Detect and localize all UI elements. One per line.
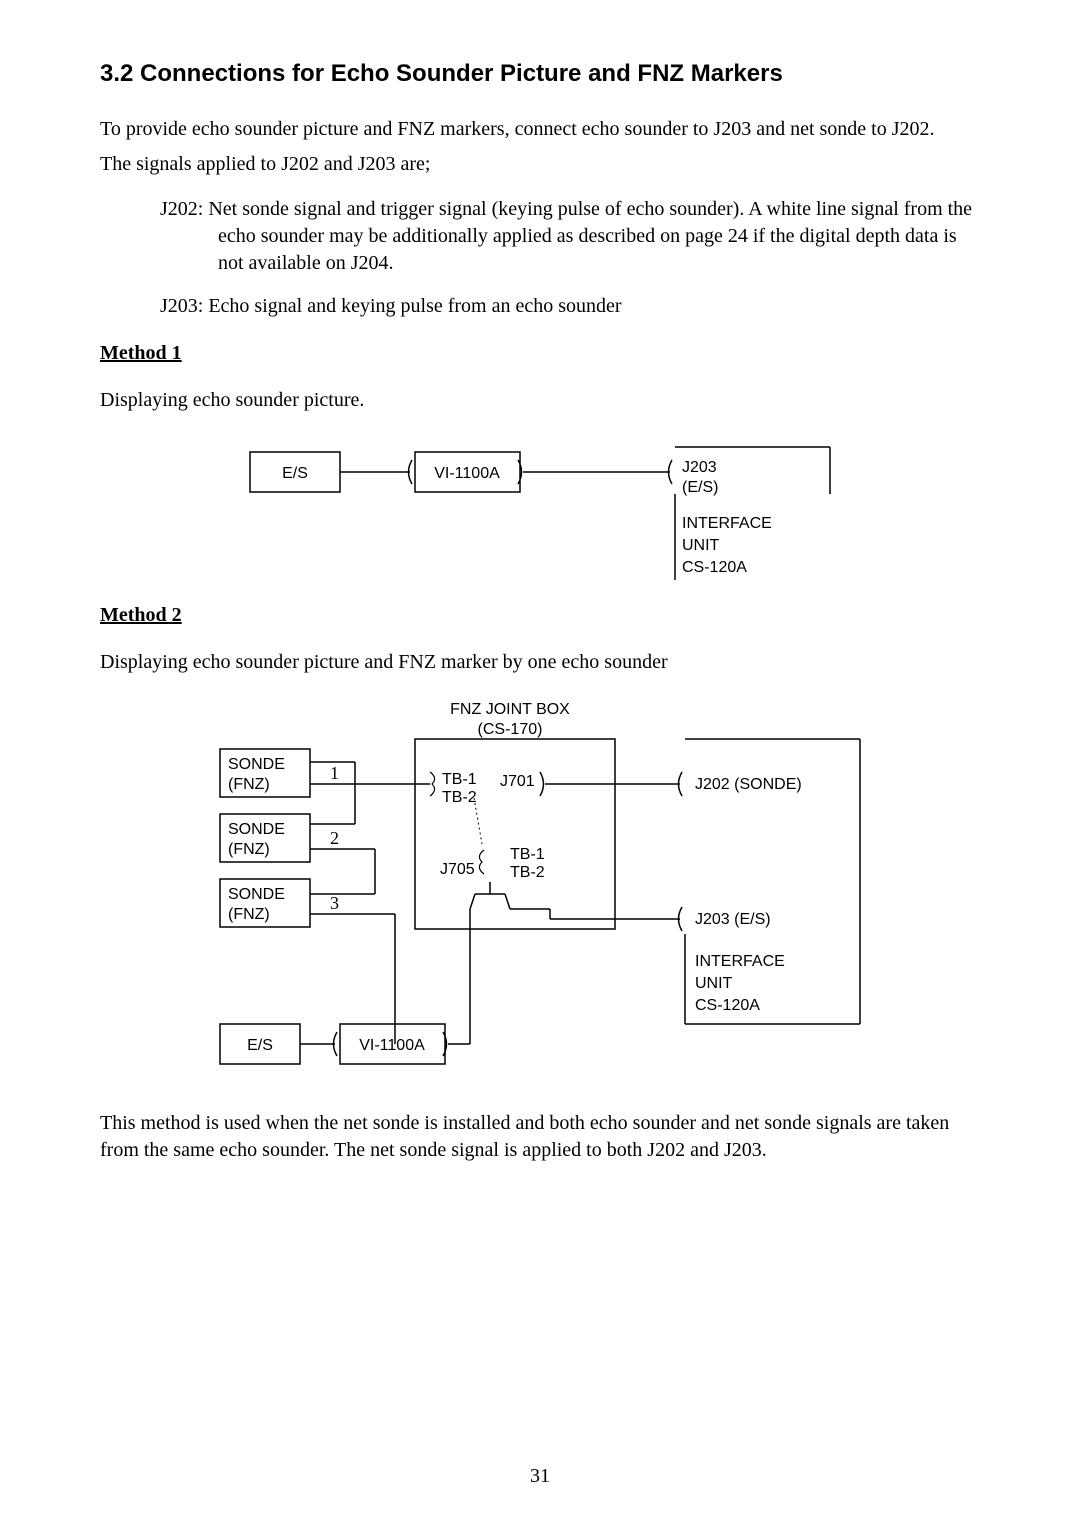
d2-j203: J203 (E/S) xyxy=(695,911,771,928)
method1-text: Displaying echo sounder picture. xyxy=(100,387,980,414)
page-number: 31 xyxy=(0,1465,1080,1488)
section-title: 3.2 Connections for Echo Sounder Picture… xyxy=(100,60,980,88)
d1-j203: J203 xyxy=(682,459,717,476)
diagram-method2: FNZ JOINT BOX (CS-170) SONDE (FNZ) 1 TB-… xyxy=(100,694,980,1094)
d2-s3b: (FNZ) xyxy=(228,906,270,923)
d1-es: E/S xyxy=(282,465,308,482)
diagram-method1: E/S VI-1100A J203 (E/S) INTERFACE UNIT C… xyxy=(100,432,980,582)
d2-tb1a: TB-1 xyxy=(442,771,477,788)
method2-footnote: This method is used when the net sonde i… xyxy=(100,1110,980,1164)
d2-tb2a: TB-2 xyxy=(442,789,477,806)
intro-paragraph-2: The signals applied to J202 and J203 are… xyxy=(100,151,980,178)
d2-n3: 3 xyxy=(330,893,339,913)
d1-if2: UNIT xyxy=(682,537,720,554)
d2-tb1b: TB-1 xyxy=(510,846,545,863)
d2-s1a: SONDE xyxy=(228,756,285,773)
j203-desc: J203: Echo signal and keying pulse from … xyxy=(160,293,980,320)
d1-if3: CS-120A xyxy=(682,559,747,576)
j202-desc: J202: Net sonde signal and trigger signa… xyxy=(160,196,980,277)
d2-tb2b: TB-2 xyxy=(510,864,545,881)
d2-vi: VI-1100A xyxy=(359,1037,425,1054)
d2-s2a: SONDE xyxy=(228,821,285,838)
d2-s2b: (FNZ) xyxy=(228,841,270,858)
d2-j701: J701 xyxy=(500,773,535,790)
d1-if1: INTERFACE xyxy=(682,515,772,532)
d2-title1: FNZ JOINT BOX xyxy=(450,701,570,718)
d2-s3a: SONDE xyxy=(228,886,285,903)
method2-text: Displaying echo sounder picture and FNZ … xyxy=(100,649,980,676)
d2-if1: INTERFACE xyxy=(695,953,785,970)
d1-vi: VI-1100A xyxy=(434,465,500,482)
method1-heading: Method 1 xyxy=(100,342,980,365)
d2-j202: J202 (SONDE) xyxy=(695,776,802,793)
d2-n1: 1 xyxy=(330,763,339,783)
method2-heading: Method 2 xyxy=(100,604,980,627)
d2-if2: UNIT xyxy=(695,975,733,992)
d1-eslabel: (E/S) xyxy=(682,479,718,496)
d2-title2: (CS-170) xyxy=(478,721,543,738)
d2-s1b: (FNZ) xyxy=(228,776,270,793)
d2-es: E/S xyxy=(247,1037,273,1054)
d2-n2: 2 xyxy=(330,828,339,848)
d2-if3: CS-120A xyxy=(695,997,760,1014)
intro-paragraph-1: To provide echo sounder picture and FNZ … xyxy=(100,116,980,143)
d2-j705: J705 xyxy=(440,861,475,878)
